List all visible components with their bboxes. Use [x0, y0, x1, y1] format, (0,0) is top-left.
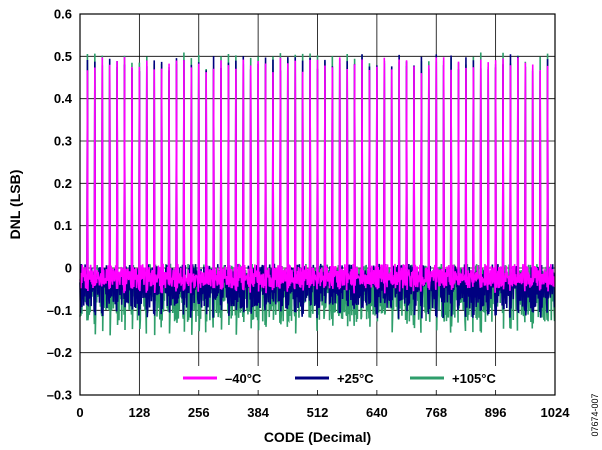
x-tick-labels: 0 128 256 384 512 640 768 896 1024 [76, 405, 570, 420]
y-tick-label: –0.3 [47, 388, 72, 403]
figure-id: 07674-007 [590, 393, 600, 436]
series-layer [79, 52, 556, 336]
x-tick-label: 128 [129, 405, 151, 420]
x-tick-label: 896 [485, 405, 507, 420]
x-tick-label: 256 [188, 405, 210, 420]
y-tick-label: –0.1 [47, 303, 72, 318]
y-tick-label: 0.3 [54, 134, 72, 149]
x-axis-title: CODE (Decimal) [264, 429, 371, 445]
y-tick-label: 0.6 [54, 7, 72, 22]
y-tick-label: 0 [65, 261, 72, 276]
y-tick-label: 0.1 [54, 218, 72, 233]
legend-label: +105°C [452, 371, 496, 386]
x-tick-label: 1024 [541, 405, 571, 420]
y-tick-labels: –0.3 –0.2 –0.1 0 0.1 0.2 0.3 0.4 0.5 0.6 [47, 7, 73, 403]
x-tick-label: 768 [425, 405, 447, 420]
y-tick-label: 0.5 [54, 49, 72, 64]
y-axis-title: DNL (LSB) [7, 170, 23, 240]
legend-label: +25°C [337, 371, 374, 386]
x-tick-label: 384 [247, 405, 269, 420]
y-tick-label: 0.2 [54, 176, 72, 191]
series-line-40c [79, 56, 556, 294]
x-tick-label: 0 [76, 405, 83, 420]
legend-label: –40°C [225, 371, 262, 386]
x-tick-label: 640 [366, 405, 388, 420]
legend: –40°C +25°C +105°C [177, 366, 512, 390]
x-tick-label: 512 [307, 405, 329, 420]
legend-background [177, 366, 512, 390]
plot-frame [79, 13, 556, 396]
y-tick-label: –0.2 [47, 345, 72, 360]
y-tick-label: 0.4 [54, 91, 73, 106]
